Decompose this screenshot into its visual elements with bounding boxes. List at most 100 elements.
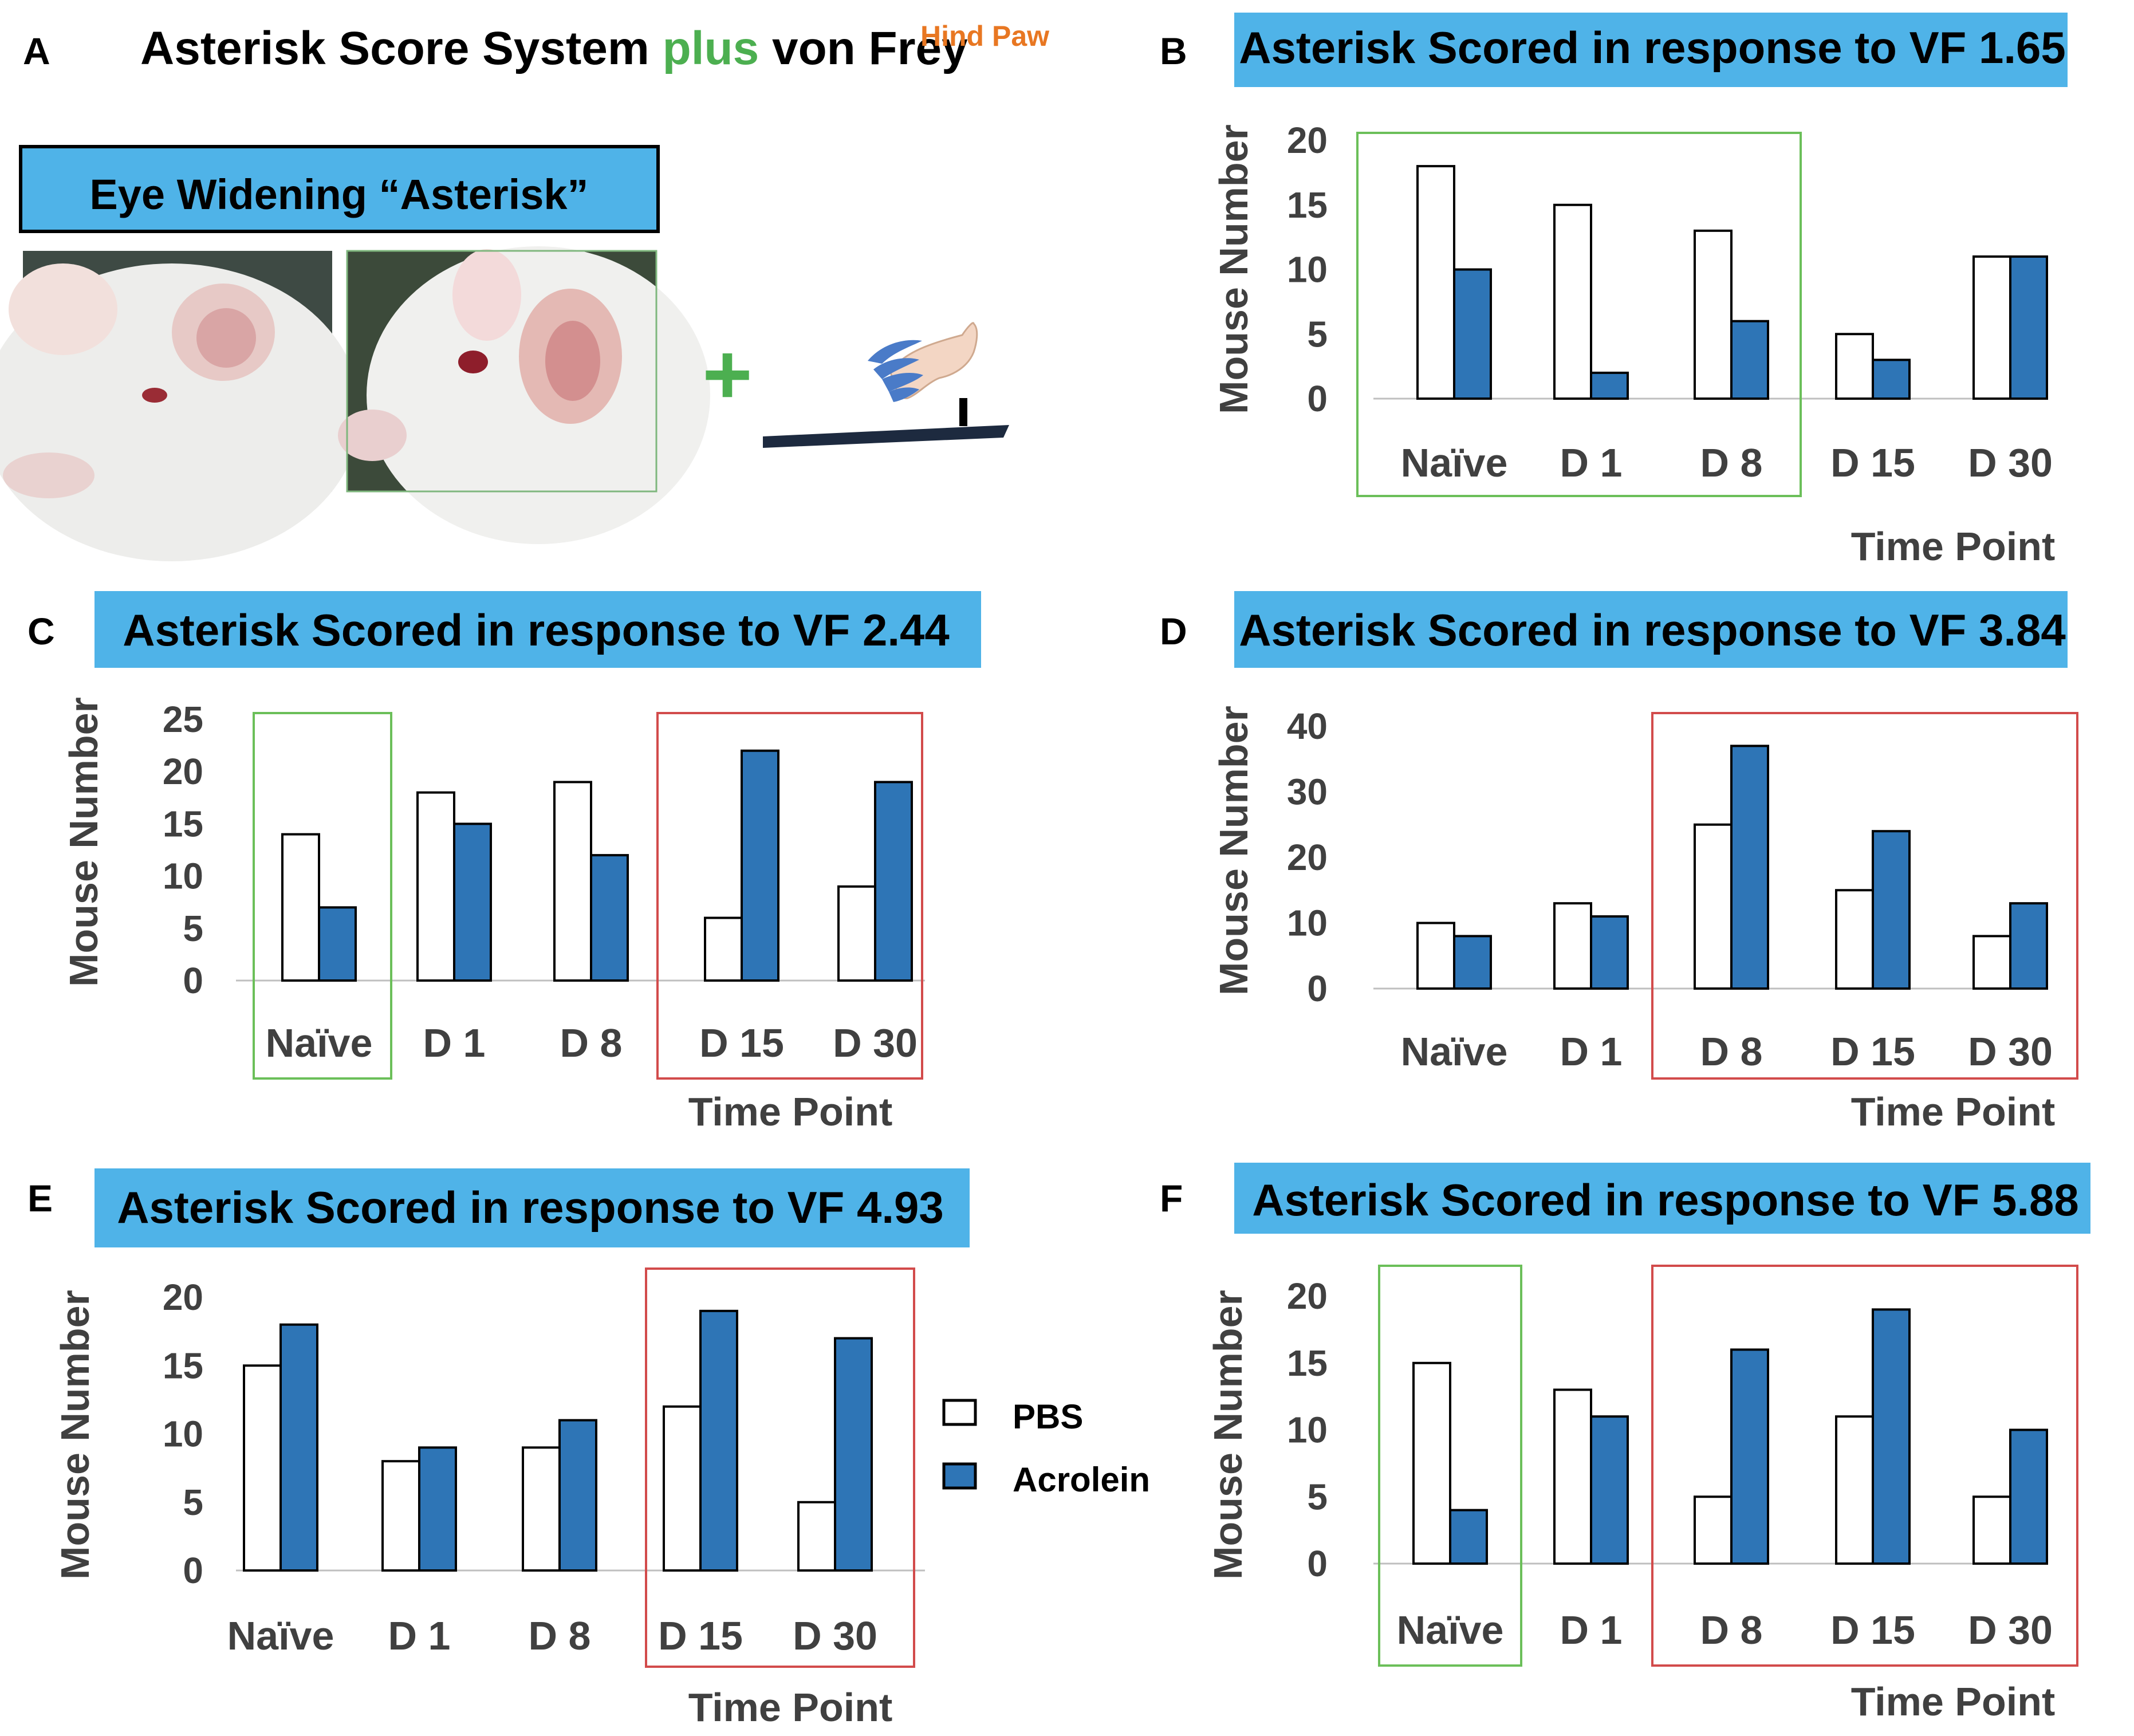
x-category-label: D 1 xyxy=(1560,1029,1623,1074)
bar-pbs-3 xyxy=(704,916,743,982)
bar-acrolein-1 xyxy=(1590,371,1629,400)
x-category-label: D 30 xyxy=(833,1021,918,1065)
x-category-label: D 30 xyxy=(793,1613,877,1658)
chart-title-banner xyxy=(95,591,981,668)
bar-acrolein-0 xyxy=(1449,1509,1488,1565)
x-category-label: Naïve xyxy=(1401,1029,1508,1074)
y-tick-label: 10 xyxy=(1287,249,1328,290)
y-tick-label: 20 xyxy=(1287,120,1328,161)
chart-title: Asterisk Scored in response to VF 5.88 xyxy=(1252,1175,2079,1225)
x-axis-title: Time Point xyxy=(1851,1089,2056,1134)
highlight-box-red xyxy=(1651,712,2078,1080)
y-tick-label: 20 xyxy=(163,1277,203,1318)
bar-pbs-1 xyxy=(1553,1388,1592,1565)
x-category-label: D 15 xyxy=(1830,1608,1915,1652)
panel-letter-c: C xyxy=(27,610,55,652)
chart-title: Asterisk Scored in response to VF 1.65 xyxy=(1239,22,2066,73)
y-tick-label: 10 xyxy=(1287,903,1328,944)
bar-acrolein-2 xyxy=(590,854,629,982)
mouse-photo-2 xyxy=(338,246,710,544)
chart-title-banner xyxy=(1234,1163,2090,1234)
bar-pbs-2 xyxy=(1694,1495,1733,1565)
panel-f: F Asterisk Scored in response to VF 5.88 0… xyxy=(1160,1163,2090,1724)
x-category-label: D 15 xyxy=(658,1613,743,1658)
bar-acrolein-2 xyxy=(1730,1348,1769,1565)
x-category-label: D 1 xyxy=(1560,440,1623,485)
panel-a-superscript: Hind Paw xyxy=(920,20,1049,52)
plus-sign: + xyxy=(702,326,753,422)
panel-a: A Asterisk Score System plus von Frey Hi… xyxy=(0,20,1049,561)
y-tick-label: 0 xyxy=(1307,968,1328,1009)
panel-letter-b: B xyxy=(1160,30,1187,72)
von-frey-filament-icon xyxy=(763,398,1009,448)
y-tick-label: 10 xyxy=(163,1414,203,1455)
highlight-box-green xyxy=(1378,1265,1522,1667)
panel-letter-d: D xyxy=(1160,610,1187,652)
x-category-label: D 1 xyxy=(388,1613,451,1658)
bar-pbs-0 xyxy=(1416,165,1455,400)
x-category-label: D 8 xyxy=(1700,1029,1763,1074)
chart-title-banner xyxy=(1234,591,2068,668)
bar-pbs-2 xyxy=(1694,229,1733,400)
y-axis-title: Mouse Number xyxy=(61,697,106,987)
y-tick-label: 15 xyxy=(163,1345,203,1386)
panel-a-title-plus: plus xyxy=(663,22,759,74)
highlight-box-red xyxy=(645,1267,915,1668)
x-category-label: D 1 xyxy=(1560,1608,1623,1652)
y-tick-label: 5 xyxy=(1307,313,1328,355)
y-tick-label: 25 xyxy=(163,699,203,740)
x-category-label: D 8 xyxy=(529,1613,591,1658)
bar-pbs-1 xyxy=(1553,902,1592,990)
panel-a-title-suffix: von Frey xyxy=(759,22,968,74)
x-axis-title: Time Point xyxy=(1851,524,2056,569)
bar-acrolein-0 xyxy=(318,906,357,982)
bar-pbs-1 xyxy=(1553,203,1592,400)
x-category-label: Naïve xyxy=(227,1613,334,1658)
y-tick-label: 5 xyxy=(1307,1476,1328,1517)
y-tick-label: 30 xyxy=(1287,771,1328,813)
panel-d: D Asterisk Scored in response to VF 3.84 0… xyxy=(1160,591,2078,1134)
bar-pbs-4 xyxy=(837,885,876,982)
bar-acrolein-2 xyxy=(1730,320,1769,400)
hind-paw-icon xyxy=(868,322,978,402)
legend: PBS Acrolein xyxy=(942,1398,1150,1499)
eye-widening-header xyxy=(19,145,660,233)
bar-acrolein-0 xyxy=(1453,268,1492,400)
legend-label-acrolein: Acrolein xyxy=(1013,1461,1150,1499)
mouse-photo-1 xyxy=(0,251,361,561)
y-tick-label: 0 xyxy=(183,1550,203,1591)
x-category-label: D 8 xyxy=(1700,440,1763,485)
y-tick-label: 15 xyxy=(163,803,203,844)
bar-acrolein-4 xyxy=(2009,255,2048,400)
chart-title: Asterisk Scored in response to VF 2.44 xyxy=(123,605,950,655)
y-axis-title: Mouse Number xyxy=(53,1290,97,1580)
panel-a-title-prefix: Asterisk Score System xyxy=(140,22,663,74)
bar-pbs-0 xyxy=(243,1364,282,1572)
y-tick-label: 15 xyxy=(1287,184,1328,226)
bar-pbs-2 xyxy=(1694,823,1733,990)
y-tick-label: 10 xyxy=(1287,1410,1328,1451)
bar-acrolein-1 xyxy=(453,822,492,982)
x-category-label: D 30 xyxy=(1968,1608,2053,1652)
bar-pbs-3 xyxy=(1835,333,1874,400)
highlight-box-green xyxy=(1356,132,1802,497)
x-axis-title: Time Point xyxy=(688,1089,893,1134)
bar-pbs-4 xyxy=(1972,935,2011,990)
eye-widening-label: Eye Widening “Asterisk” xyxy=(89,171,588,218)
y-tick-label: 20 xyxy=(163,751,203,792)
y-tick-label: 0 xyxy=(183,960,203,1001)
bar-acrolein-2 xyxy=(1730,745,1769,990)
bar-pbs-3 xyxy=(663,1405,702,1572)
bar-acrolein-4 xyxy=(2009,1428,2048,1565)
chart-title: Asterisk Scored in response to VF 4.93 xyxy=(117,1182,944,1233)
bar-acrolein-3 xyxy=(1872,1308,1911,1565)
bar-acrolein-0 xyxy=(279,1323,318,1572)
x-category-label: D 15 xyxy=(699,1021,784,1065)
chart-title: Asterisk Scored in response to VF 3.84 xyxy=(1239,605,2066,655)
y-tick-label: 20 xyxy=(1287,837,1328,878)
y-tick-label: 15 xyxy=(1287,1343,1328,1384)
y-tick-label: 0 xyxy=(1307,1543,1328,1584)
x-category-label: D 30 xyxy=(1968,440,2053,485)
y-tick-label: 40 xyxy=(1287,706,1328,747)
